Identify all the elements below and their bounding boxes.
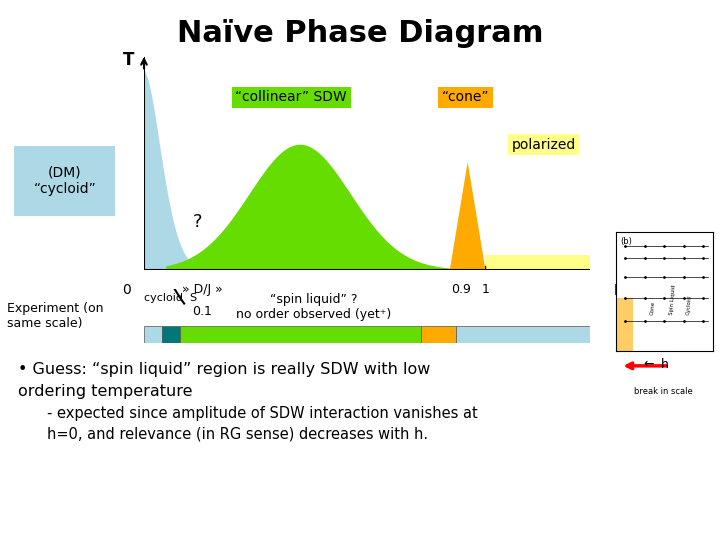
Text: ?: ? bbox=[193, 213, 202, 232]
Text: “collinear” SDW: “collinear” SDW bbox=[235, 90, 347, 104]
Text: 0.1: 0.1 bbox=[192, 305, 212, 318]
Text: (DM)
“cycloid”: (DM) “cycloid” bbox=[33, 166, 96, 196]
Text: Naïve Phase Diagram: Naïve Phase Diagram bbox=[176, 19, 544, 48]
Text: 1: 1 bbox=[482, 283, 490, 296]
Text: break in scale: break in scale bbox=[634, 387, 693, 396]
Polygon shape bbox=[450, 162, 485, 270]
Text: Cycloid: Cycloid bbox=[685, 295, 693, 315]
Text: “cone”: “cone” bbox=[441, 90, 489, 104]
Bar bbox=[180, 326, 420, 343]
Polygon shape bbox=[144, 71, 225, 270]
Text: (b): (b) bbox=[621, 237, 632, 246]
Text: • Guess: “spin liquid” region is really SDW with low: • Guess: “spin liquid” region is really … bbox=[18, 362, 431, 377]
Text: ordering temperature: ordering temperature bbox=[18, 384, 192, 400]
Bar bbox=[616, 298, 633, 351]
Text: h=0, and relevance (in RG sense) decreases with h.: h=0, and relevance (in RG sense) decreas… bbox=[47, 427, 428, 442]
Text: T: T bbox=[122, 51, 134, 70]
Text: $\leftarrow$ h: $\leftarrow$ h bbox=[641, 357, 670, 372]
Text: Spin Liquid: Spin Liquid bbox=[669, 285, 677, 315]
Text: Experiment (on
same scale): Experiment (on same scale) bbox=[7, 302, 104, 330]
Text: cycloid  S: cycloid S bbox=[144, 293, 197, 303]
Text: “spin liquid” ?
no order observed (yet⁺): “spin liquid” ? no order observed (yet⁺) bbox=[236, 293, 391, 321]
Polygon shape bbox=[166, 145, 474, 270]
Polygon shape bbox=[485, 255, 590, 270]
Text: polarized: polarized bbox=[511, 138, 576, 152]
Bar bbox=[456, 326, 590, 343]
Text: h/h$_{\mathsf{sat}}$: h/h$_{\mathsf{sat}}$ bbox=[613, 283, 652, 300]
Text: - expected since amplitude of SDW interaction vanishes at: - expected since amplitude of SDW intera… bbox=[47, 406, 477, 421]
Text: 0: 0 bbox=[122, 283, 130, 297]
Bar bbox=[162, 326, 180, 343]
Text: Cone: Cone bbox=[649, 301, 656, 315]
Bar bbox=[144, 326, 162, 343]
Text: 0.9: 0.9 bbox=[451, 283, 471, 296]
Text: » D/J »: » D/J » bbox=[181, 283, 222, 296]
Bar bbox=[420, 326, 456, 343]
